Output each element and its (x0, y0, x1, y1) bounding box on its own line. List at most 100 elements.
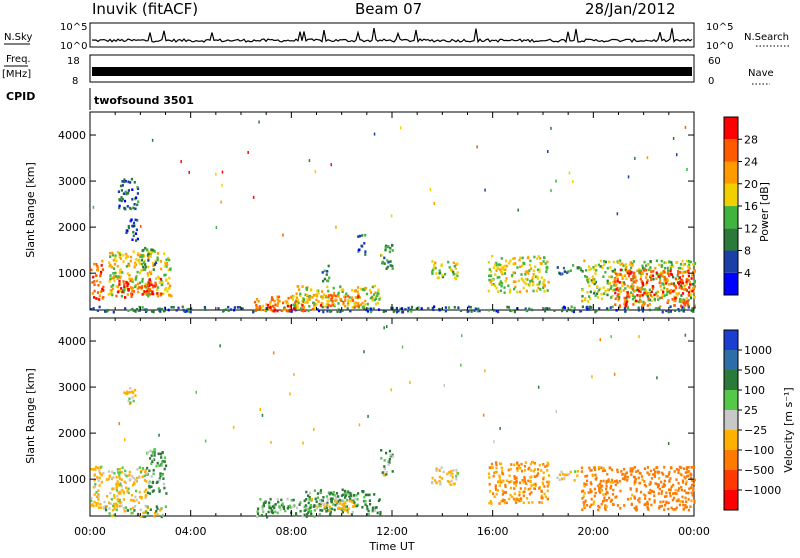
power-echo-cell (540, 276, 543, 279)
velocity-echo-cell (320, 501, 323, 504)
power-echo-cell (659, 279, 662, 282)
power-echo-cell (670, 290, 673, 294)
power-echo-cell (507, 306, 510, 309)
power-echo-cell (590, 279, 593, 282)
power-echo-cell (620, 268, 624, 272)
velocity-echo-cell (266, 515, 269, 519)
power-echo-cell (331, 300, 334, 303)
power-echo-cell (269, 300, 272, 304)
velocity-scatter-echo (493, 440, 495, 444)
power-echo-cell (581, 270, 584, 273)
power-echo-cell (586, 308, 589, 311)
velocity-echo-cell (594, 491, 597, 495)
power-echo-cell (304, 309, 307, 312)
power-echo-cell (624, 263, 627, 266)
power-echo-cell (298, 288, 301, 291)
velocity-echo-cell (306, 513, 309, 516)
power-scatter-echo (686, 168, 688, 171)
power-echo-cell (652, 270, 655, 273)
power-echo-cell (313, 305, 316, 308)
velocity-echo-cell (660, 492, 663, 495)
power-echo-cell (362, 288, 365, 292)
power-echo-cell (125, 255, 128, 258)
velocity-echo-cell (665, 495, 668, 498)
velocity-echo-cell (146, 491, 149, 495)
power-echo-cell (297, 301, 301, 305)
power-echo-cell (606, 266, 609, 270)
velocity-echo-cell (583, 492, 586, 495)
power-echo-cell (96, 268, 100, 272)
power-echo-cell (276, 309, 279, 313)
power-echo-cell (599, 287, 602, 290)
power-echo-cell (687, 303, 690, 306)
power-echo-cell (625, 270, 628, 273)
power-echo-cell (489, 274, 493, 277)
velocity-echo-cell (116, 498, 119, 501)
power-echo-cell (407, 309, 410, 313)
power-echo-region (115, 277, 163, 299)
velocity-echo-cell (604, 492, 607, 496)
velocity-echo-cell (501, 479, 504, 482)
power-echo-cell (112, 258, 115, 262)
freq-band (92, 67, 692, 76)
power-echo-cell (625, 277, 628, 281)
power-echo-cell (490, 270, 493, 273)
power-echo-cell (292, 294, 295, 298)
velocity-scatter-echo (638, 335, 640, 339)
power-echo-cell (519, 265, 522, 269)
power-echo-cell (674, 309, 677, 312)
power-echo-cell (270, 296, 274, 299)
velocity-echo-cell (529, 487, 532, 490)
power-echo-cell (299, 294, 302, 297)
velocity-echo-cell (308, 491, 312, 495)
velocity-echo-cell (338, 498, 341, 502)
freq-label: Freq. (6, 54, 31, 65)
power-echo-cell (136, 192, 139, 195)
power-echo-cell (658, 276, 661, 279)
power-echo-cell (123, 285, 126, 288)
velocity-echo-cell (658, 471, 661, 474)
colorbar-swatch (724, 228, 738, 251)
power-echo-cell (287, 296, 290, 300)
velocity-echo-cell (152, 451, 155, 454)
power-echo-cell (598, 307, 601, 310)
power-echo-cell (366, 302, 369, 306)
power-echo-cell (681, 305, 684, 309)
velocity-echo-cell (144, 469, 147, 472)
power-echo-cell (169, 267, 172, 270)
power-echo-cell (611, 305, 614, 309)
power-scatter-echo (517, 208, 519, 212)
power-echo-cell (131, 238, 134, 241)
power-echo-cell (536, 283, 539, 286)
velocity-colorbar-label: Velocity [m s⁻¹] (782, 387, 795, 472)
velocity-echo-cell (117, 491, 120, 494)
power-echo-cell (633, 271, 636, 275)
power-echo-cell (685, 297, 688, 300)
power-echo-cell (120, 189, 123, 192)
power-echo-cell (658, 263, 661, 267)
power-echo-cell (132, 221, 136, 225)
power-echo-cell (96, 265, 99, 268)
velocity-echo-cell (513, 463, 516, 467)
power-echo-cell (389, 264, 392, 267)
velocity-echo-cell (624, 474, 627, 478)
power-echo-cell (434, 266, 437, 270)
velocity-echo-cell (276, 498, 279, 501)
power-echo-cell (410, 305, 414, 309)
velocity-echo-cell (308, 495, 311, 499)
power-echo-cell (133, 181, 136, 184)
power-echo-cell (277, 295, 281, 299)
power-echo-cell (561, 309, 564, 313)
power-echo-cell (132, 206, 135, 210)
velocity-echo-cell (653, 475, 656, 478)
power-echo-cell (110, 285, 113, 288)
power-echo-cell (141, 277, 144, 281)
power-echo-cell (294, 308, 297, 312)
power-echo-cell (680, 285, 683, 289)
power-echo-cell (627, 307, 630, 311)
velocity-echo-cell (151, 481, 154, 485)
power-echo-cell (142, 268, 146, 271)
power-echo-cell (90, 308, 93, 311)
power-echo-cell (324, 305, 327, 308)
power-echo-cell (432, 268, 435, 272)
